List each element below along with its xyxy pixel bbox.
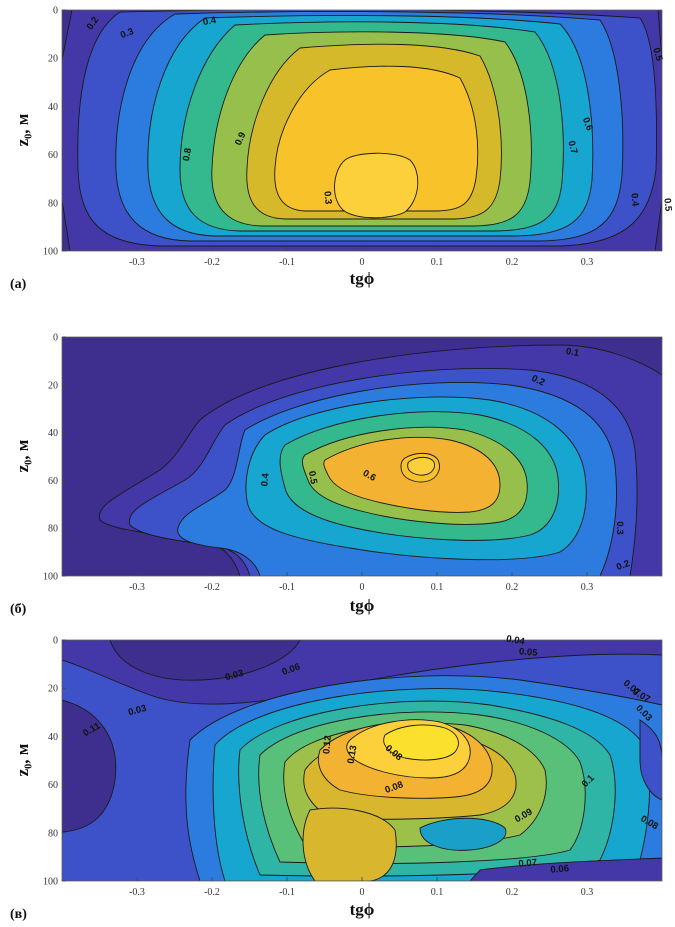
y-tick-label: 80 (48, 828, 58, 839)
x-tick-label: 0 (360, 257, 365, 268)
y-tick-label: 100 (43, 572, 58, 583)
x-tick-label: 0.2 (506, 257, 519, 268)
contour-label: 0.03 (127, 703, 148, 718)
contour-label: 0.07 (518, 857, 537, 870)
x-tick-label: 0.2 (506, 582, 519, 593)
x-tick-label: -0.1 (279, 887, 295, 898)
x-tick-label: -0.1 (279, 582, 295, 593)
x-tick-label: -0.2 (204, 257, 220, 268)
y-tick-label: 100 (43, 877, 58, 888)
contour-label: 0.4 (259, 472, 271, 487)
y-tick-label: 80 (48, 198, 58, 209)
contour-label: 0.04 (505, 634, 526, 648)
contour-label: 0.05 (519, 646, 539, 659)
x-tick-label: -0.3 (129, 582, 145, 593)
contour-label: 0.8 (181, 147, 194, 162)
x-tick-label: 0 (360, 582, 365, 593)
y-tick-label: 0 (53, 636, 58, 647)
y-tick-label: 40 (48, 102, 58, 113)
contour-label: 0.7 (565, 140, 579, 156)
x-axis-label: tgϕ (350, 900, 375, 919)
panel-b-level-0.7 (407, 456, 435, 476)
contour-label: 0.13 (346, 745, 360, 765)
panel-c-level-0.02-top (109, 640, 301, 681)
y-tick-label: 80 (48, 524, 58, 535)
panel-c-level-0.1-lower (302, 807, 397, 881)
panel-label: (в) (10, 907, 27, 922)
x-axis-label: tgϕ (350, 269, 375, 288)
contour-label: 0.6 (580, 116, 595, 132)
x-tick-label: 0.2 (506, 887, 519, 898)
y-tick-label: 60 (48, 780, 58, 791)
y-axis-label: z₀, м (13, 439, 32, 472)
y-tick-label: 20 (48, 54, 58, 65)
contour-label: 0.9 (233, 131, 249, 148)
contour-label: 0.3 (614, 521, 625, 534)
contour-label: 0.03 (224, 668, 245, 683)
x-tick-label: 0.1 (431, 887, 444, 898)
panel-0-axes: -0.3 -0.2 -0.1 0 0.1 0.2 0.3 0 20 40 60 80 100 tgϕ z₀,… (10, 6, 674, 293)
contour-label: 0.12 (321, 735, 334, 754)
x-tick-label: 0.3 (581, 582, 594, 593)
y-tick-label: 60 (48, 476, 58, 487)
panel-c-level-0.06-pocket (419, 817, 507, 851)
x-tick-label: -0.2 (204, 887, 220, 898)
panel-c (62, 640, 662, 881)
y-axis-label: z₀, м (13, 113, 32, 146)
x-tick-label: 0.1 (431, 582, 444, 593)
panel-a (62, 10, 662, 251)
contour-label: 0.3 (321, 191, 333, 205)
panel-1-axes: -0.3 -0.2 -0.1 0 0.1 0.2 0.3 0 20 40 60 80 100 tgϕ z₀,… (10, 333, 631, 618)
y-axis-label: z₀, м (13, 743, 32, 776)
contour-label: 0.06 (550, 863, 569, 876)
y-tick-label: 40 (48, 428, 58, 439)
contour-label: 0.5 (650, 47, 664, 63)
x-tick-label: -0.2 (204, 582, 220, 593)
contour-label: 0.2 (530, 373, 547, 389)
x-tick-label: 0 (360, 887, 365, 898)
y-tick-label: 0 (53, 333, 58, 344)
contour-label: 0.3 (119, 26, 135, 41)
panel-b (62, 337, 662, 576)
y-tick-label: 100 (43, 247, 58, 258)
contour-label: 0.2 (615, 558, 631, 573)
x-tick-label: 0.1 (431, 257, 444, 268)
y-tick-label: 20 (48, 684, 58, 695)
contour-label: 0.4 (202, 15, 218, 28)
panel-label: (а) (10, 277, 27, 292)
x-axis-label: tgϕ (350, 596, 375, 615)
y-tick-label: 60 (48, 150, 58, 161)
contour-label: 0.1 (565, 346, 581, 359)
panel-a-level-0.9 (334, 152, 419, 219)
x-tick-label: -0.3 (129, 257, 145, 268)
contour-label: 0.4 (628, 193, 640, 208)
y-tick-label: 20 (48, 380, 58, 391)
x-tick-label: -0.3 (129, 887, 145, 898)
panel-c-level-0.02-left (62, 699, 117, 833)
y-tick-label: 40 (48, 732, 58, 743)
contour-label: 0.5 (661, 198, 673, 213)
panel-c-level-0.13 (383, 724, 459, 761)
x-tick-label: 0.3 (581, 887, 594, 898)
x-tick-label: -0.1 (279, 257, 295, 268)
panel-c-level-0.08-right (639, 719, 662, 801)
panel-a-level-0.85 (274, 65, 479, 212)
x-tick-label: 0.3 (581, 257, 594, 268)
contour-label: 0.5 (306, 470, 319, 486)
panel-label: (б) (10, 602, 27, 617)
y-tick-label: 0 (53, 6, 58, 17)
